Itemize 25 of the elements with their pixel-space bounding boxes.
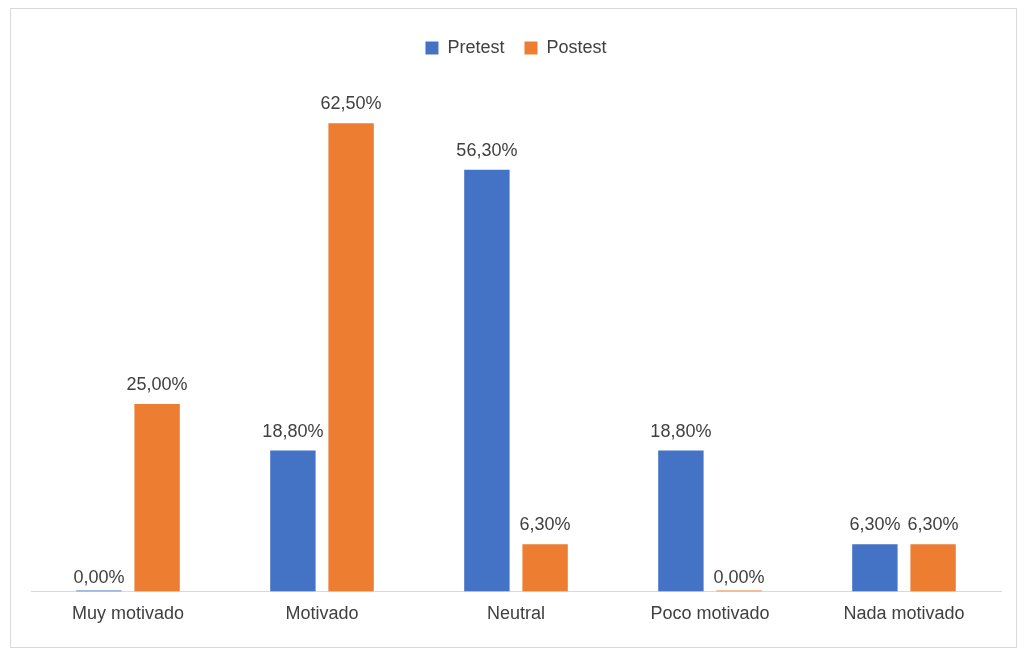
data-label: 56,30% — [456, 139, 518, 160]
bar — [270, 450, 316, 592]
bar — [464, 169, 510, 592]
data-label: 62,50% — [320, 93, 382, 114]
data-label: 6,30% — [519, 514, 571, 535]
bar — [658, 450, 704, 592]
data-label: 0,00% — [713, 567, 765, 588]
data-label: 18,80% — [262, 420, 324, 441]
x-tick-label: Motivado — [285, 603, 359, 624]
bar — [910, 544, 956, 592]
data-label: 6,30% — [907, 514, 959, 535]
x-tick-label: Neutral — [486, 603, 546, 624]
legend-label: Pretest — [447, 36, 505, 57]
data-label: 18,80% — [650, 420, 712, 441]
data-label: 25,00% — [126, 374, 188, 395]
data-label: 0,00% — [73, 567, 125, 588]
bar — [522, 544, 568, 592]
x-tick-label: Nada motivado — [843, 603, 965, 624]
legend-label: Postest — [546, 36, 607, 57]
data-label: 6,30% — [849, 514, 901, 535]
bar — [852, 544, 898, 592]
x-tick-label: Poco motivado — [650, 603, 770, 624]
bar — [134, 404, 180, 592]
bar — [328, 123, 374, 592]
x-tick-label: Muy motivado — [71, 603, 185, 624]
